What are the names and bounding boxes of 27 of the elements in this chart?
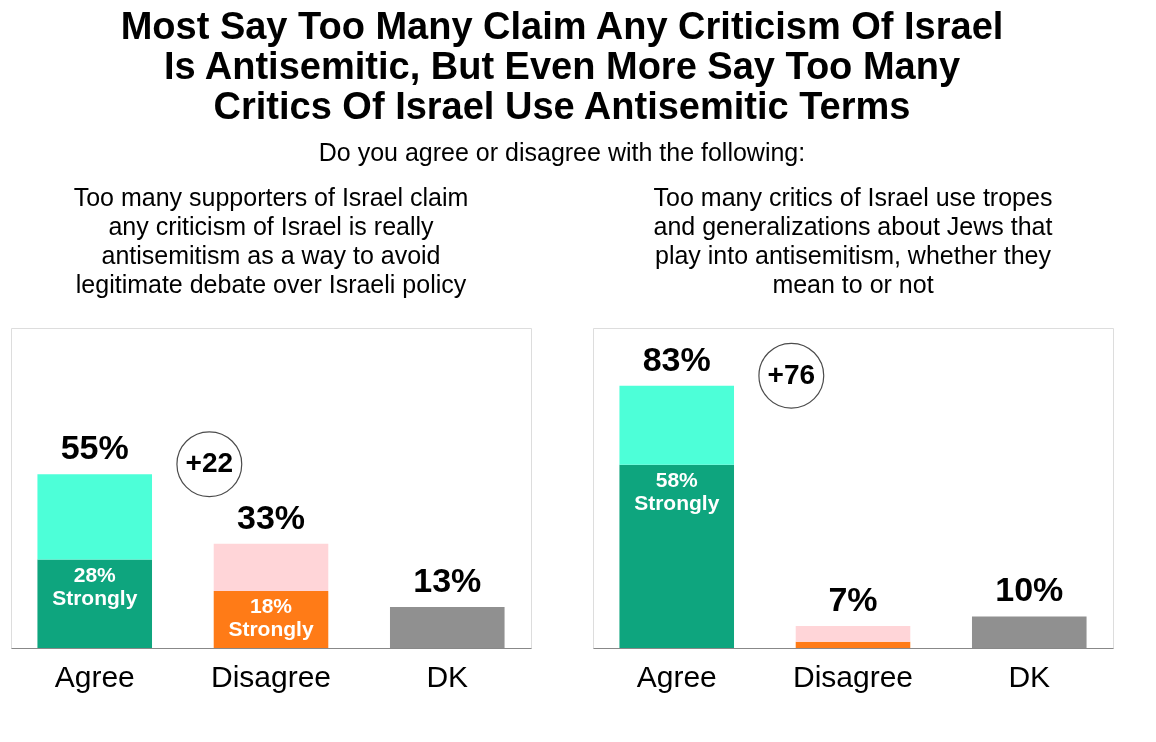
x-tick-label: Disagree	[210, 659, 332, 693]
data-label: 18% Strongly	[228, 594, 314, 641]
chart-title: Most Say Too Many Claim Any Criticism Of Israel Is Antisemitic, But Even More Say Too Many Critics Of Israel Use Antisemitic Terms	[120, 4, 1004, 127]
bar	[213, 543, 329, 592]
total-label: 83%	[642, 339, 711, 378]
x-tick-label: Agree	[636, 659, 717, 693]
bar	[619, 464, 735, 648]
chart-subtitle: Do you agree or disagree with the following:	[318, 137, 806, 166]
text: Too many supporters of Israel claim any criticism of Israel is really antisemitism as a way to avoid legitimate debate over Israeli policy	[73, 183, 469, 298]
data-label: 58% Strongly	[634, 467, 720, 514]
annotation: +22	[185, 447, 234, 479]
bar	[795, 641, 911, 648]
x-tick-label: Disagree	[792, 659, 914, 693]
data-label: 28% Strongly	[52, 562, 138, 609]
x-tick-label: Agree	[54, 659, 135, 693]
bar	[795, 625, 911, 642]
annotation: +76	[767, 358, 816, 390]
total-label: 10%	[995, 570, 1064, 609]
total-label: 33%	[236, 497, 306, 536]
x-tick-label: DK	[1008, 659, 1051, 693]
total-label: 13%	[413, 560, 482, 599]
total-label: 55%	[60, 428, 129, 467]
total-label: 7%	[828, 579, 878, 618]
x-tick-label: DK	[426, 659, 469, 693]
bar	[619, 385, 735, 465]
bar	[37, 474, 153, 560]
chart-title: Too many critics of Israel use tropes and generalizations about Jews that play into antisemitism, whether they mean to or not	[653, 183, 1053, 298]
